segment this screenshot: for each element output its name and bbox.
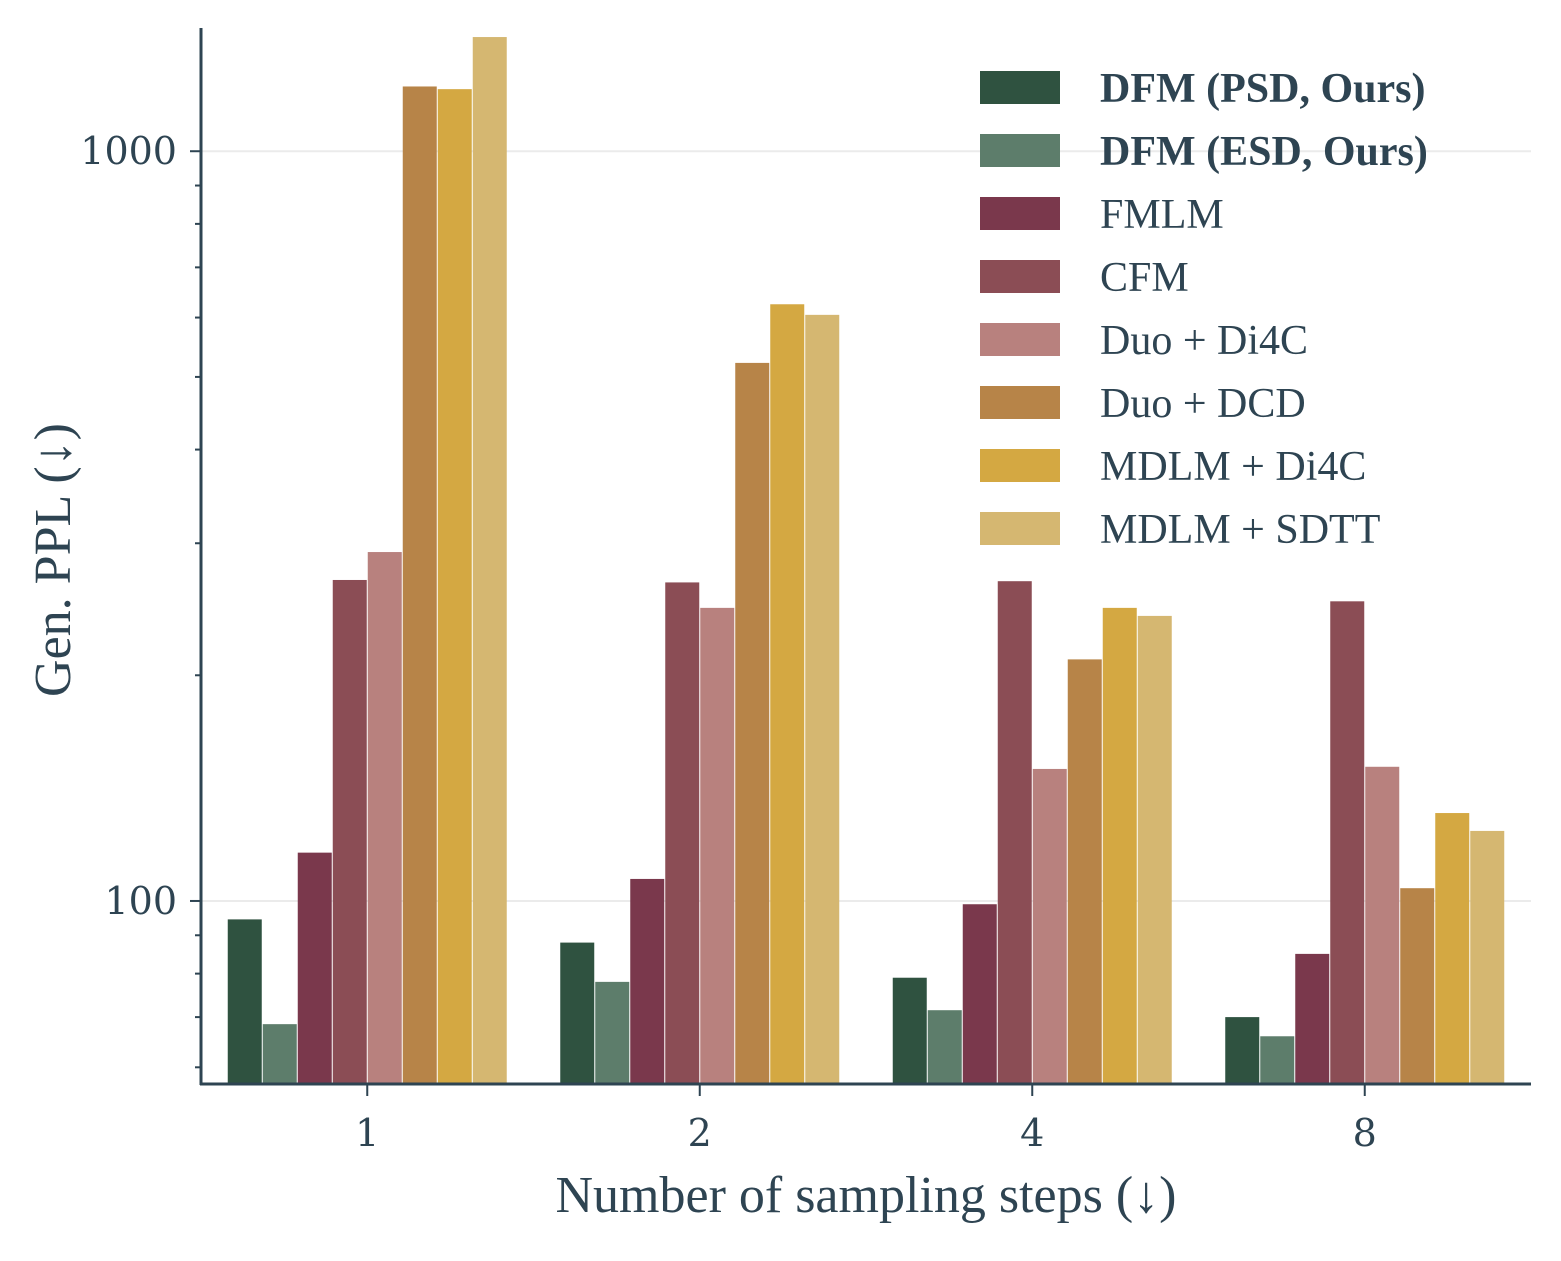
legend-label: Duo + DCD	[1100, 381, 1306, 427]
legend-label: DFM (PSD, Ours)	[1100, 66, 1425, 112]
legend-label: MDLM + SDTT	[1100, 507, 1380, 553]
legend-swatch	[980, 134, 1060, 167]
x-tick-label: 1	[355, 1111, 379, 1155]
bar	[472, 37, 507, 1085]
x-tick-label: 2	[688, 1111, 712, 1155]
bar	[402, 86, 437, 1084]
legend-swatch	[980, 512, 1060, 545]
legend-label: CFM	[1100, 255, 1189, 301]
bar	[1365, 766, 1400, 1084]
bar	[227, 919, 262, 1084]
legend-swatch	[980, 71, 1060, 104]
bar	[297, 852, 332, 1084]
legend-swatch	[980, 197, 1060, 230]
x-tick-label: 8	[1353, 1111, 1377, 1155]
y-tick-label: 1000	[80, 129, 177, 173]
bar	[892, 977, 927, 1084]
bar	[770, 304, 805, 1084]
bar	[1067, 659, 1102, 1084]
axes	[199, 28, 1531, 1086]
bar	[700, 607, 735, 1084]
bar	[997, 581, 1032, 1084]
legend-swatch	[980, 323, 1060, 356]
bar	[1400, 888, 1435, 1084]
bar	[665, 582, 700, 1084]
bar	[367, 552, 402, 1084]
y-ticks: 100 1000	[80, 129, 201, 1069]
y-tick-label: 100	[104, 879, 177, 923]
bar	[1295, 953, 1330, 1084]
bar	[1330, 601, 1365, 1084]
legend-label: DFM (ESD, Ours)	[1100, 129, 1428, 175]
bar	[1470, 830, 1505, 1084]
bar	[962, 904, 997, 1084]
x-ticks: 1 2 4 8	[355, 1084, 1377, 1155]
bar	[630, 878, 665, 1084]
bars	[227, 37, 1505, 1085]
bar	[1225, 1017, 1260, 1084]
legend: DFM (PSD, Ours) DFM (ESD, Ours) FMLM CFM Duo…	[980, 66, 1428, 553]
legend-label: Duo + Di4C	[1100, 318, 1308, 364]
legend-swatch	[980, 449, 1060, 482]
bar	[1260, 1036, 1295, 1084]
bar	[595, 981, 630, 1084]
bar	[735, 362, 770, 1084]
bar	[437, 89, 472, 1085]
legend-swatch	[980, 260, 1060, 293]
bar	[1435, 813, 1470, 1084]
bar	[560, 942, 595, 1084]
y-axis-title: Gen. PPL (↓)	[25, 423, 82, 697]
bar	[1102, 607, 1137, 1084]
bar	[332, 579, 367, 1084]
legend-label: FMLM	[1100, 192, 1224, 238]
bar	[262, 1024, 297, 1084]
legend-swatch	[980, 386, 1060, 419]
x-tick-label: 4	[1020, 1111, 1044, 1155]
x-axis-title: Number of sampling steps (↓)	[555, 1167, 1176, 1224]
legend-label: MDLM + Di4C	[1100, 444, 1366, 490]
bar	[1032, 768, 1067, 1084]
bar	[1137, 615, 1172, 1084]
bar	[927, 1010, 962, 1084]
bar	[805, 314, 840, 1085]
